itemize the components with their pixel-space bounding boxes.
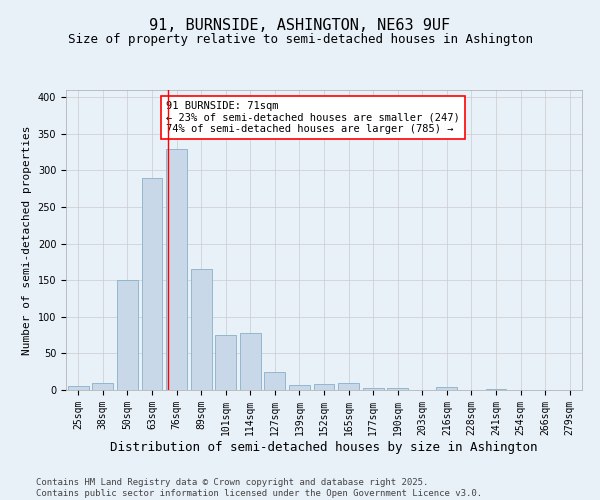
Bar (215, 335, 236, 390)
Bar (117, 280, 138, 390)
Bar (142, 178, 163, 390)
Bar (314, 384, 334, 390)
Bar (166, 148, 187, 390)
Text: 91, BURNSIDE, ASHINGTON, NE63 9UF: 91, BURNSIDE, ASHINGTON, NE63 9UF (149, 18, 451, 32)
Bar (191, 270, 212, 390)
Bar (362, 388, 383, 390)
Bar (289, 385, 310, 390)
Bar (387, 388, 408, 390)
Y-axis label: Number of semi-detached properties: Number of semi-detached properties (22, 125, 32, 355)
Bar (265, 372, 286, 390)
X-axis label: Distribution of semi-detached houses by size in Ashington: Distribution of semi-detached houses by … (110, 440, 538, 454)
Bar (92, 382, 113, 390)
Bar (436, 387, 457, 390)
Bar (240, 333, 261, 390)
Bar (68, 386, 89, 390)
Text: Size of property relative to semi-detached houses in Ashington: Size of property relative to semi-detach… (67, 32, 533, 46)
Bar (338, 382, 359, 390)
Text: Contains HM Land Registry data © Crown copyright and database right 2025.
Contai: Contains HM Land Registry data © Crown c… (36, 478, 482, 498)
Text: 91 BURNSIDE: 71sqm
← 23% of semi-detached houses are smaller (247)
74% of semi-d: 91 BURNSIDE: 71sqm ← 23% of semi-detache… (166, 101, 460, 134)
